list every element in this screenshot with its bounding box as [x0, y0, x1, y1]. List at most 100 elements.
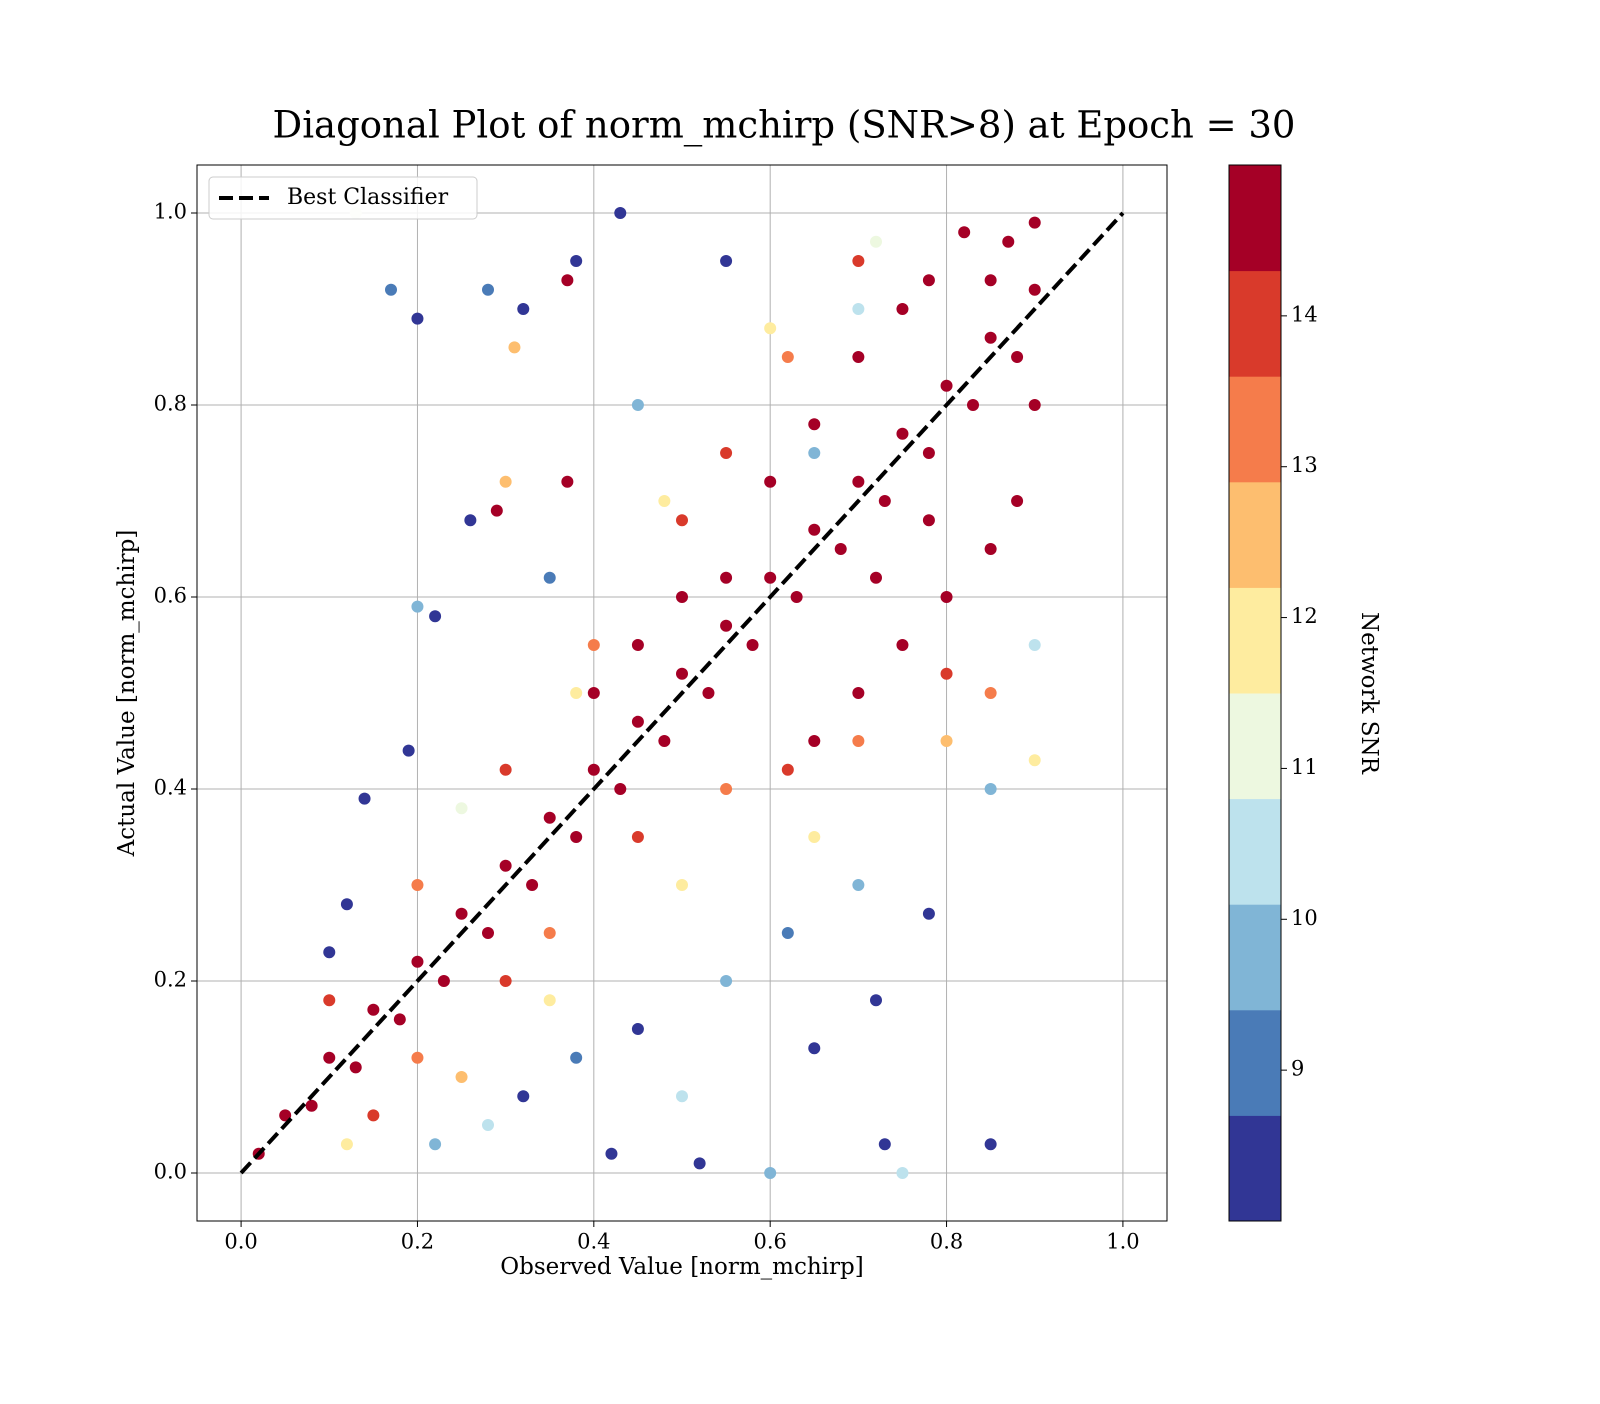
colorbar-tick-label: 12	[1291, 604, 1318, 628]
point	[570, 255, 583, 267]
point	[984, 274, 997, 287]
point	[984, 331, 997, 344]
point	[482, 927, 494, 939]
point	[490, 504, 503, 517]
point	[958, 226, 971, 239]
point	[1028, 283, 1041, 296]
point	[870, 235, 882, 248]
colorbar-band	[1229, 481, 1281, 588]
colorbar-tick-label: 11	[1291, 755, 1318, 779]
y-tick-label: 0.6	[154, 584, 187, 608]
point	[781, 927, 794, 939]
point	[587, 639, 600, 651]
point	[402, 744, 415, 757]
point	[808, 418, 821, 431]
point	[1028, 399, 1041, 411]
colorbar-band	[1229, 904, 1281, 1011]
point	[367, 1109, 380, 1122]
point	[852, 475, 865, 488]
point	[349, 1061, 362, 1074]
y-tick-label: 1.0	[154, 200, 187, 224]
point	[720, 619, 733, 632]
point	[922, 274, 935, 287]
point	[984, 1138, 997, 1151]
point	[658, 495, 671, 507]
point	[746, 639, 759, 651]
point	[764, 571, 777, 584]
point	[808, 523, 821, 536]
point	[323, 994, 336, 1007]
y-tick-label: 0.8	[154, 392, 187, 416]
point	[702, 687, 715, 699]
point	[781, 351, 794, 363]
colorbar-label: Network SNR	[1356, 612, 1382, 775]
point	[896, 1167, 909, 1179]
colorbar-tick-label: 10	[1291, 906, 1318, 930]
colorbar-tick-label: 9	[1291, 1057, 1304, 1081]
point	[411, 955, 424, 968]
point	[455, 907, 468, 920]
point	[676, 591, 688, 603]
point	[358, 792, 371, 805]
point	[764, 1167, 777, 1179]
x-tick-label: 0.0	[224, 1230, 257, 1254]
point	[676, 1090, 688, 1103]
point	[499, 975, 512, 987]
point	[508, 341, 521, 354]
point	[437, 975, 450, 987]
point	[852, 687, 865, 699]
point	[429, 1138, 442, 1151]
diagonal-line	[239, 211, 1125, 1175]
plot-frame	[196, 164, 1168, 1222]
point	[781, 763, 794, 776]
colorbar-band	[1229, 270, 1281, 377]
point	[940, 379, 953, 392]
point	[808, 447, 821, 459]
point	[543, 571, 556, 584]
point	[631, 831, 644, 843]
point	[790, 591, 803, 603]
point	[631, 399, 644, 411]
point	[658, 735, 671, 747]
point	[367, 1003, 380, 1016]
point	[896, 303, 909, 315]
point	[455, 802, 468, 815]
point	[1028, 639, 1041, 651]
colorbar-band	[1229, 798, 1281, 905]
point	[808, 1042, 821, 1055]
point	[676, 667, 688, 680]
point	[720, 975, 733, 987]
point	[561, 475, 574, 488]
point	[720, 255, 733, 267]
point	[852, 351, 865, 363]
point	[587, 763, 600, 776]
point	[720, 447, 733, 459]
chart-title: Diagonal Plot of norm_mchirp (SNR>8) at …	[273, 104, 1296, 148]
colorbar-band	[1229, 693, 1281, 800]
point	[922, 447, 935, 459]
point	[614, 783, 627, 795]
colorbar-band	[1229, 376, 1281, 483]
point	[455, 1071, 468, 1083]
point	[411, 600, 424, 613]
point	[922, 907, 935, 920]
point	[631, 639, 644, 651]
point	[720, 571, 733, 584]
y-tick-label: 0.4	[154, 776, 187, 800]
point	[940, 667, 953, 680]
point	[411, 1051, 424, 1064]
point	[808, 831, 821, 843]
point	[852, 303, 865, 315]
point	[614, 207, 627, 219]
point	[676, 514, 688, 527]
x-axis-label: Observed Value [norm_mchirp]	[500, 1254, 863, 1280]
point	[464, 514, 477, 527]
point	[570, 831, 583, 843]
colorbar-frame	[1228, 164, 1282, 1222]
point	[1011, 495, 1024, 507]
point	[852, 735, 865, 747]
legend-box	[208, 176, 478, 220]
point	[543, 994, 556, 1007]
point	[323, 1051, 336, 1064]
x-tick-label: 0.2	[401, 1230, 434, 1254]
